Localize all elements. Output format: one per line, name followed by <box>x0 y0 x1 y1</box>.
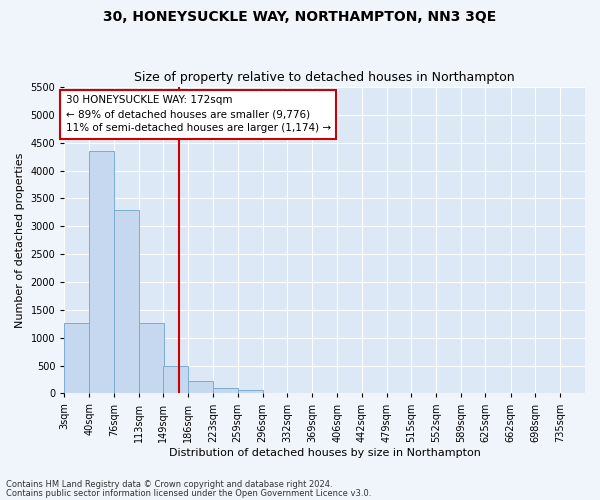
X-axis label: Distribution of detached houses by size in Northampton: Distribution of detached houses by size … <box>169 448 481 458</box>
Title: Size of property relative to detached houses in Northampton: Size of property relative to detached ho… <box>134 72 515 85</box>
Bar <box>238 390 263 394</box>
Text: 30 HONEYSUCKLE WAY: 172sqm
← 89% of detached houses are smaller (9,776)
11% of s: 30 HONEYSUCKLE WAY: 172sqm ← 89% of deta… <box>65 96 331 134</box>
Bar <box>89 151 115 394</box>
Text: Contains HM Land Registry data © Crown copyright and database right 2024.: Contains HM Land Registry data © Crown c… <box>6 480 332 489</box>
Text: Contains public sector information licensed under the Open Government Licence v3: Contains public sector information licen… <box>6 489 371 498</box>
Bar <box>114 210 139 394</box>
Bar <box>163 366 188 394</box>
Bar <box>213 388 238 394</box>
Bar <box>139 322 164 394</box>
Bar <box>64 322 89 394</box>
Bar <box>188 381 213 394</box>
Y-axis label: Number of detached properties: Number of detached properties <box>15 152 25 328</box>
Text: 30, HONEYSUCKLE WAY, NORTHAMPTON, NN3 3QE: 30, HONEYSUCKLE WAY, NORTHAMPTON, NN3 3Q… <box>103 10 497 24</box>
